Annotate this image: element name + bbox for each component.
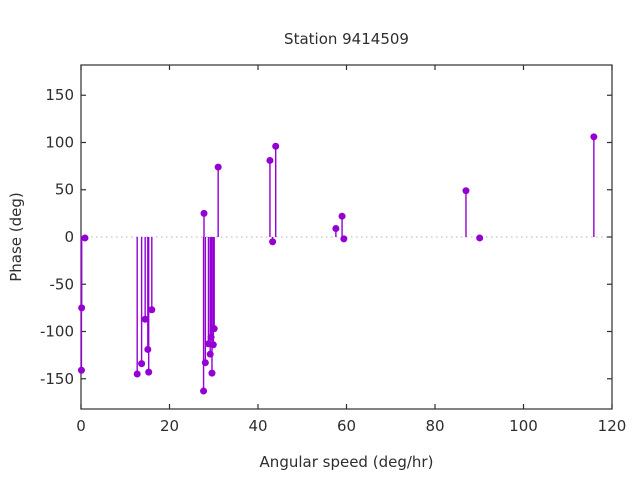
data-point	[200, 209, 208, 217]
data-point	[462, 187, 470, 195]
data-point	[210, 325, 218, 333]
x-tick-label: 0	[76, 417, 86, 435]
data-point	[77, 366, 85, 374]
x-tick-label: 80	[425, 417, 444, 435]
data-point	[200, 387, 208, 395]
data-point	[214, 163, 222, 171]
x-axis-label: Angular speed (deg/hr)	[259, 453, 434, 471]
data-point	[141, 315, 149, 323]
y-axis-label: Phase (deg)	[7, 192, 25, 282]
y-tick-label: -50	[50, 275, 75, 293]
y-tick-label: -100	[40, 323, 74, 341]
data-point	[209, 341, 217, 349]
y-tick-label: 100	[45, 133, 74, 151]
x-tick-label: 60	[337, 417, 356, 435]
y-tick-label: 0	[64, 228, 74, 246]
data-point	[476, 234, 484, 242]
data-point	[201, 359, 209, 367]
x-tick-label: 100	[509, 417, 538, 435]
data-point	[266, 156, 274, 164]
data-point	[148, 306, 156, 314]
x-tick-label: 120	[598, 417, 627, 435]
data-point	[144, 345, 152, 353]
y-tick-label: 150	[45, 86, 74, 104]
data-point	[590, 133, 598, 141]
data-point	[133, 370, 141, 378]
data-point	[272, 142, 280, 150]
data-point	[78, 304, 86, 312]
data-point	[145, 368, 153, 376]
data-point	[81, 234, 89, 242]
x-tick-label: 40	[248, 417, 267, 435]
data-point	[138, 360, 146, 368]
y-tick-label: 50	[55, 181, 74, 199]
chart-title: Station 9414509	[284, 30, 409, 48]
data-point	[338, 212, 346, 220]
data-point	[269, 238, 277, 246]
data-point	[340, 235, 348, 243]
y-tick-label: -150	[40, 370, 74, 388]
data-point	[206, 350, 214, 358]
data-point	[332, 224, 340, 232]
data-point	[207, 333, 215, 341]
data-point	[208, 369, 216, 377]
x-tick-label: 20	[160, 417, 179, 435]
